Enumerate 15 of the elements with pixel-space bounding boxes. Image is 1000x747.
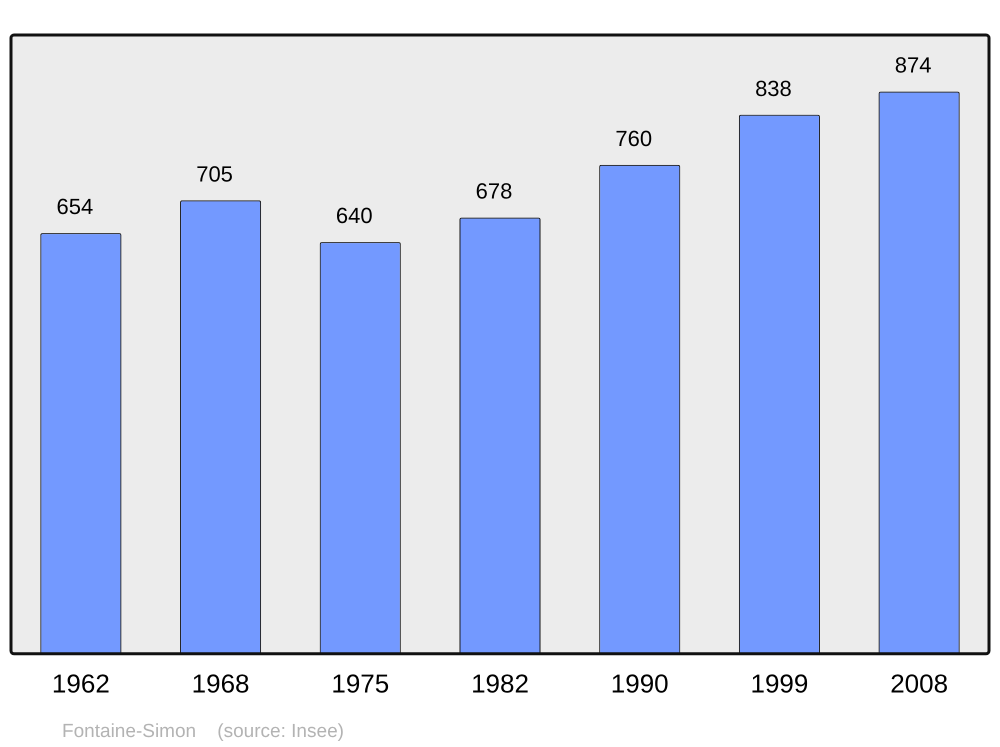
- x-tick-label: 1990: [610, 668, 669, 699]
- x-tick-label: 1999: [750, 668, 808, 699]
- x-tick-label: 1975: [331, 668, 390, 699]
- data-label: 760: [615, 126, 652, 151]
- data-label: 640: [336, 203, 373, 228]
- x-tick-label: 1962: [52, 668, 110, 699]
- data-label: 838: [755, 76, 792, 101]
- data-label: 705: [196, 161, 233, 186]
- x-tick-label: 2008: [890, 668, 948, 699]
- data-label: 654: [56, 194, 94, 220]
- x-tick-label: 1982: [471, 668, 529, 699]
- text: Fontaine-Simon (source: Insee): [62, 721, 344, 742]
- data-label: 678: [476, 178, 512, 204]
- data-label: 874: [894, 52, 932, 78]
- x-tick-label: 1968: [192, 668, 250, 699]
